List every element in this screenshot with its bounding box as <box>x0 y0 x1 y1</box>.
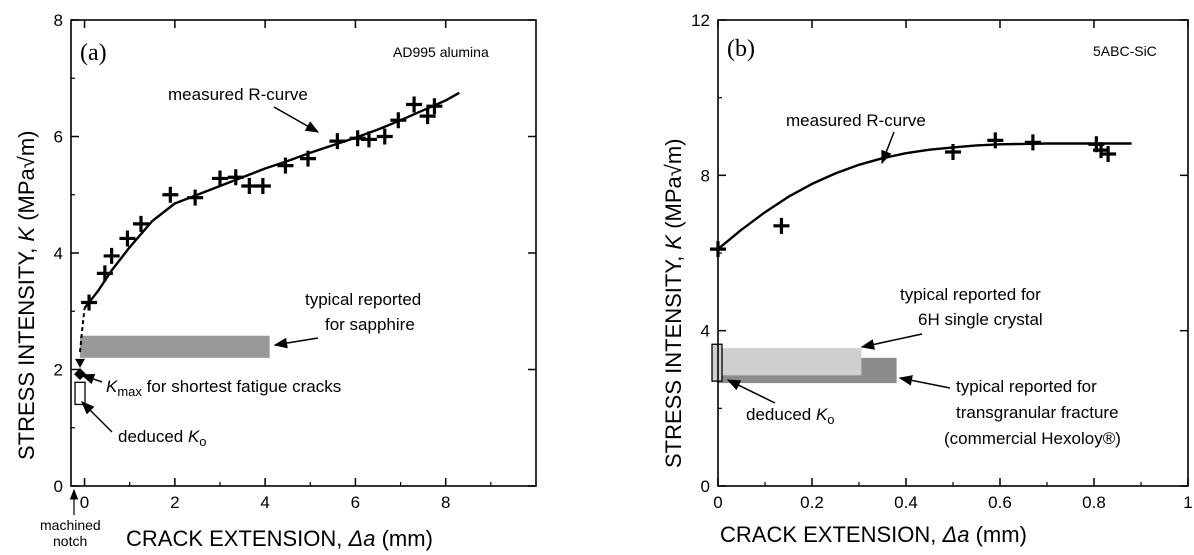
panel-a-data-point <box>329 133 346 150</box>
panel-a-rcurve-extrapolation <box>79 308 86 353</box>
panel-a-rcurve-arrow <box>273 106 320 133</box>
panel-a-x-tick-label: 6 <box>351 493 360 512</box>
panel-a-notch-label-line2: notch <box>53 533 87 549</box>
panel-b-x-tick-label: 0.6 <box>988 493 1012 512</box>
panel-b-tg-annotation-line3: (commercial Hexoloy®) <box>944 429 1121 448</box>
panel-b-x-axis-label: CRACK EXTENSION, Δa (mm) <box>720 522 1027 547</box>
panel-a-data-point <box>96 265 113 282</box>
panel-b-y-axis-label: STRESS INTENSITY, K (MPa√m) <box>661 138 686 468</box>
panel-a-data-point <box>241 178 258 195</box>
panel-a-data-point <box>277 157 294 174</box>
panel-a-data-point <box>300 150 317 167</box>
panel-a-y-tick-label: 2 <box>54 361 63 380</box>
panel-a-y-tick-label: 8 <box>54 11 63 30</box>
panel-a-data-point <box>132 215 149 232</box>
panel-b-data-point <box>987 132 1004 149</box>
panel-b-tg-annotation-line2: transgranular fracture <box>956 403 1119 422</box>
panel-a-y-ticks: 0 2 4 6 8 <box>54 11 536 496</box>
panel-b-6h-arrow <box>860 333 923 350</box>
panel-a-data-point <box>187 189 204 206</box>
panel-a-data-point <box>119 230 136 247</box>
panel-a-rcurve-line <box>83 91 460 310</box>
panel-a-sapphire-arrow <box>273 337 319 349</box>
panel-b-tg-arrow <box>898 375 951 389</box>
panel-b-y-tick-label: 0 <box>701 477 710 496</box>
panel-a-data-point <box>419 108 436 125</box>
panel-a-rcurve-annotation: measured R-curve <box>168 85 308 104</box>
panel-b-y-tick-label: 12 <box>691 11 710 30</box>
panel-a-y-tick-label: 6 <box>54 128 63 147</box>
panel-b-6h-band <box>718 348 862 376</box>
panel-b-material: 5ABC-SiC <box>1093 43 1157 59</box>
panel-a-data-point <box>426 98 443 115</box>
panel-b-x-tick-label: 0.4 <box>894 493 918 512</box>
panel-b-rcurve-annotation: measured R-curve <box>786 111 926 130</box>
panel-a-x-ticks: 0 2 4 6 8 <box>80 20 492 512</box>
panel-a-markers <box>74 358 87 406</box>
panel-a: 0 2 4 6 8 0 2 4 6 8 (a) AD995 alumina STRESS INT… <box>14 11 537 551</box>
panel-b-y-tick-label: 4 <box>701 322 710 341</box>
panel-a-kmax-arrow <box>80 373 103 385</box>
panel-a-deduced-arrow <box>81 401 113 433</box>
panel-a-data-point <box>254 178 271 195</box>
panel-b-rcurve-arrow <box>881 131 895 165</box>
panel-b-6h-annotation-line1: typical reported for <box>900 285 1041 304</box>
panel-a-notch-label-line1: machined <box>40 517 101 533</box>
panel-a-data-points <box>81 96 443 311</box>
panel-a-x-tick-label: 0 <box>80 493 89 512</box>
panel-b-deduced-arrow <box>726 379 776 404</box>
panel-a-data-point <box>390 112 407 129</box>
panel-b-y-ticks: 0 4 8 12 <box>691 11 1188 496</box>
panel-a-data-point <box>360 131 377 148</box>
panel-b-bands <box>718 348 897 384</box>
panel-a-y-tick-label: 4 <box>54 244 63 263</box>
panel-a-data-point <box>376 128 393 145</box>
panel-a-sapphire-annotation-line1: typical reported <box>305 290 421 309</box>
panel-a-material: AD995 alumina <box>393 44 489 60</box>
panel-a-deduced-annotation: deduced Ko <box>118 427 207 449</box>
panel-b-data-point <box>773 217 790 234</box>
panel-a-x-tick-label: 8 <box>441 493 450 512</box>
panel-a-data-point <box>227 169 244 186</box>
panel-a-kmax-annotation: Kmax for shortest fatigue cracks <box>106 377 341 399</box>
panel-b-data-point <box>1100 145 1117 162</box>
panel-b: 0 0.2 0.4 0.6 0.8 1 0 4 8 12 (b) 5ABC-SiC STRESS… <box>661 11 1193 547</box>
panel-a-data-point <box>162 186 179 203</box>
panel-a-data-point <box>211 170 228 187</box>
panel-b-markers <box>711 343 723 382</box>
panel-b-rcurve-line <box>717 142 1132 251</box>
panel-b-tg-annotation-line1: typical reported for <box>956 377 1097 396</box>
panel-b-x-tick-label: 0.8 <box>1082 493 1106 512</box>
panel-a-data-point <box>103 247 120 264</box>
panel-b-y-tick-label: 8 <box>701 166 710 185</box>
panel-a-sapphire-annotation-line2: for sapphire <box>325 315 415 334</box>
panel-b-label: (b) <box>727 36 755 62</box>
panel-a-x-axis-label: CRACK EXTENSION, Δa (mm) <box>126 526 433 551</box>
panel-b-6h-annotation-line2: 6H single crystal <box>918 310 1043 329</box>
panel-a-x-tick-label: 4 <box>260 493 269 512</box>
panel-a-x-tick-label: 2 <box>170 493 179 512</box>
panel-a-kmax-triangle <box>75 358 86 368</box>
panel-a-data-point <box>81 294 98 311</box>
panel-b-rcurve <box>717 142 1132 251</box>
panel-a-y-axis-label: STRESS INTENSITY, K (MPa√m) <box>14 130 39 460</box>
panel-b-x-tick-label: 1 <box>1183 493 1192 512</box>
panel-a-y-tick-label: 0 <box>54 477 63 496</box>
panel-b-data-point <box>945 144 961 161</box>
panel-b-x-tick-label: 0 <box>713 493 722 512</box>
panel-a-label: (a) <box>80 40 107 66</box>
panel-a-sapphire-band <box>80 335 270 358</box>
panel-a-data-point <box>406 96 423 113</box>
panel-b-deduced-k0-box <box>711 343 723 382</box>
panel-b-data-point <box>1024 134 1041 151</box>
panel-b-x-ticks: 0 0.2 0.4 0.6 0.8 1 <box>713 20 1193 512</box>
panel-b-x-tick-label: 0.2 <box>800 493 824 512</box>
panel-a-bands <box>80 335 270 358</box>
panel-a-deduced-k0-box <box>74 381 86 406</box>
panel-b-deduced-annotation: deduced Ko <box>746 405 835 427</box>
